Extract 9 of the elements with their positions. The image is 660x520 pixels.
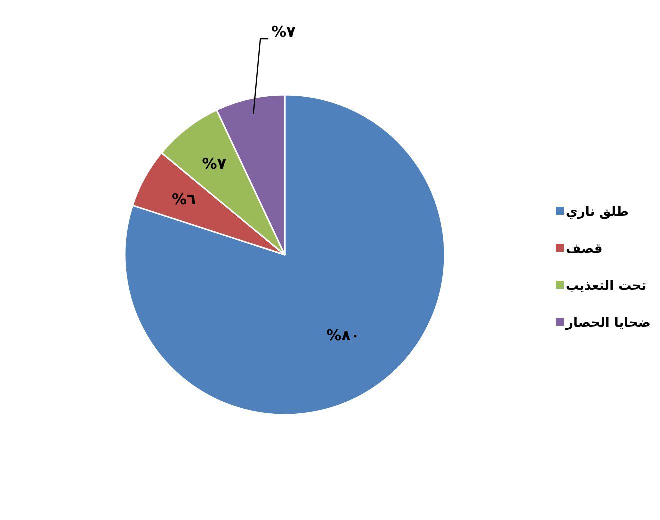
legend-label: ضحايا الحصار [565,316,651,331]
legend-label: قصف [566,242,603,257]
legend-label: طلق ناري [566,205,629,220]
legend-label: تحت التعذيب [566,279,647,294]
data-label: %٧ [272,23,296,41]
data-label: %٧ [202,154,226,173]
data-label: %٦ [172,190,196,208]
pie-slice [124,94,446,416]
data-label: %٨٠ [326,326,360,344]
